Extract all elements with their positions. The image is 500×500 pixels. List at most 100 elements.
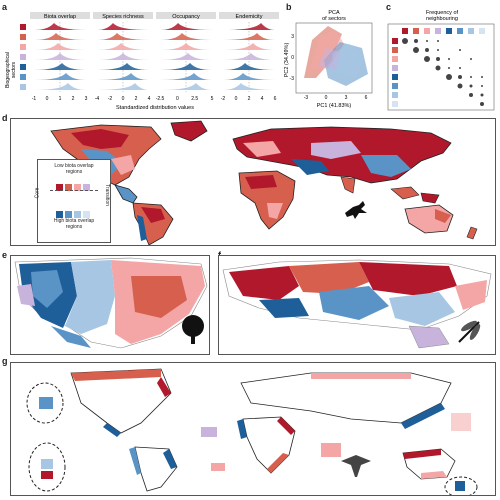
- facet-species-richness: Species richness: [102, 14, 144, 20]
- panel-a-label: a: [2, 2, 8, 12]
- ridge-density: [160, 63, 212, 70]
- panel-e-label: e: [2, 250, 8, 260]
- ridge-density: [223, 63, 275, 70]
- legend-low-title-1: Low biota overlap: [54, 163, 94, 169]
- panel-b-ytick-0: 3: [291, 34, 294, 40]
- panel-c-frequency-dot: [413, 47, 419, 53]
- panel-d-label: d: [2, 113, 8, 123]
- panel-b-xtick-0: -3: [304, 95, 309, 101]
- panel-a-ridgeline-plot: Biogeographical sectors Biota overlap Sp…: [5, 12, 279, 111]
- panel-a-tick-label: 5: [211, 96, 214, 102]
- legend-transition-label: Transition: [103, 184, 110, 206]
- panel-c-label: c: [386, 2, 392, 12]
- panel-c-title-1: Frequency of: [426, 10, 459, 16]
- panel-c-column-swatch: [413, 28, 419, 34]
- panel-a-xlabel: Standardized distribution values: [116, 105, 194, 111]
- panel-c-column-swatch: [435, 28, 441, 34]
- panel-c-column-swatch: [402, 28, 408, 34]
- panel-a-tick-label: 2: [72, 96, 75, 102]
- panel-c-frequency-dot: [481, 85, 483, 87]
- panel-a-tick-label: 6: [274, 96, 277, 102]
- panel-a-tick-label: 1: [59, 96, 62, 102]
- panel-d-legend: Low biota overlap regions High biota ove…: [34, 159, 111, 243]
- panel-b-ytick-2: -3: [290, 76, 295, 82]
- panel-c-frequency-dot: [458, 75, 462, 79]
- ridge-density: [97, 23, 149, 30]
- ridge-density: [34, 33, 86, 40]
- panel-c-neighbour-matrix: Frequency of neighbouring: [387, 10, 495, 111]
- panel-a-tick-label: 4: [148, 96, 151, 102]
- ridge-density: [223, 73, 275, 80]
- panel-c-row-swatch: [392, 47, 398, 53]
- ridge-density: [223, 23, 275, 30]
- ridge-density: [160, 23, 212, 30]
- legend-low-swatches: [56, 178, 90, 196]
- panel-c-frequency-dot: [459, 67, 461, 69]
- panel-c-frequency-dot: [457, 83, 463, 89]
- panel-c-row-swatch: [392, 83, 398, 89]
- ridge-density: [97, 83, 149, 90]
- ridge-density: [97, 33, 149, 40]
- legend-low-title-2: regions: [65, 169, 83, 175]
- tree-silhouette-icon: [182, 315, 204, 344]
- panel-c-frequency-dot: [446, 74, 452, 80]
- panel-c-frequency-dot: [470, 76, 472, 78]
- panel-c-frequency-dot: [469, 84, 473, 88]
- panel-g-marine-map: [10, 362, 496, 496]
- ridge-density: [223, 33, 275, 40]
- panel-b-xlabel: PC1 (41.83%): [317, 103, 352, 109]
- panel-c-frequency-dot: [470, 58, 472, 60]
- panel-c-frequency-dot: [437, 49, 439, 51]
- panel-c-row-swatch: [392, 92, 398, 98]
- panel-c-frequency-dot: [425, 48, 429, 52]
- ridge-density: [97, 73, 149, 80]
- panel-b-title-2: of sectors: [322, 16, 346, 22]
- panel-c-column-swatch: [446, 28, 452, 34]
- panel-d-world-map: Low biota overlap regions High biota ove…: [10, 118, 496, 246]
- panel-c-title-2: neighbouring: [426, 16, 458, 22]
- ridge-density: [34, 73, 86, 80]
- ridge-density: [97, 53, 149, 60]
- ridge-density: [160, 53, 212, 60]
- ridge-density: [34, 43, 86, 50]
- panel-a-tick-label: 0: [46, 96, 49, 102]
- panel-c-column-swatch: [468, 28, 474, 34]
- panel-c-column-swatch: [457, 28, 463, 34]
- panel-a-tick-label: -2: [221, 96, 226, 102]
- panel-b-xtick-2: 3: [345, 95, 348, 101]
- panel-a-tick-label: 0: [122, 96, 125, 102]
- legend-core-transition-arrow: [50, 190, 98, 191]
- panel-c-row-swatch: [392, 101, 398, 107]
- panel-c-frequency-dot: [448, 58, 450, 60]
- panel-c-frequency-dot: [424, 56, 430, 62]
- panel-c-row-swatch: [392, 38, 398, 44]
- ridge-density: [223, 53, 275, 60]
- legend-high-title-2: regions: [65, 224, 83, 230]
- panel-b-label: b: [286, 2, 292, 12]
- panel-b-ylabel: PC2 (34.49%): [284, 43, 290, 78]
- panel-c-column-swatch: [479, 28, 485, 34]
- panel-b-xtick-3: 6: [365, 95, 368, 101]
- ridge-density: [160, 73, 212, 80]
- panel-a-ylabel-1: Biogeographical: [5, 52, 11, 88]
- panel-g-label: g: [2, 356, 8, 366]
- panel-a-tick-label: 0: [235, 96, 238, 102]
- facet-biota-overlap: Biota overlap: [44, 14, 76, 20]
- legend-high-title-1: High biota overlap: [53, 218, 95, 224]
- ridge-density: [34, 63, 86, 70]
- ridge-density: [34, 83, 86, 90]
- ridge-density: [223, 83, 275, 90]
- panel-c-row-swatch: [392, 74, 398, 80]
- panel-e-north-america-map: [10, 255, 210, 355]
- panel-c-frequency-dot: [402, 38, 408, 44]
- panel-a-tick-label: 2: [135, 96, 138, 102]
- ridge-density: [223, 43, 275, 50]
- panel-c-frequency-dot: [436, 57, 440, 61]
- panel-c-row-swatch: [392, 65, 398, 71]
- panel-a-ylabel-2: sectors: [11, 61, 17, 78]
- ridge-density: [160, 83, 212, 90]
- panel-a-sector-swatches: [20, 24, 26, 90]
- panel-c-frequency-dot: [426, 40, 428, 42]
- panel-a-tick-label: 3: [85, 96, 88, 102]
- ridge-density: [97, 43, 149, 50]
